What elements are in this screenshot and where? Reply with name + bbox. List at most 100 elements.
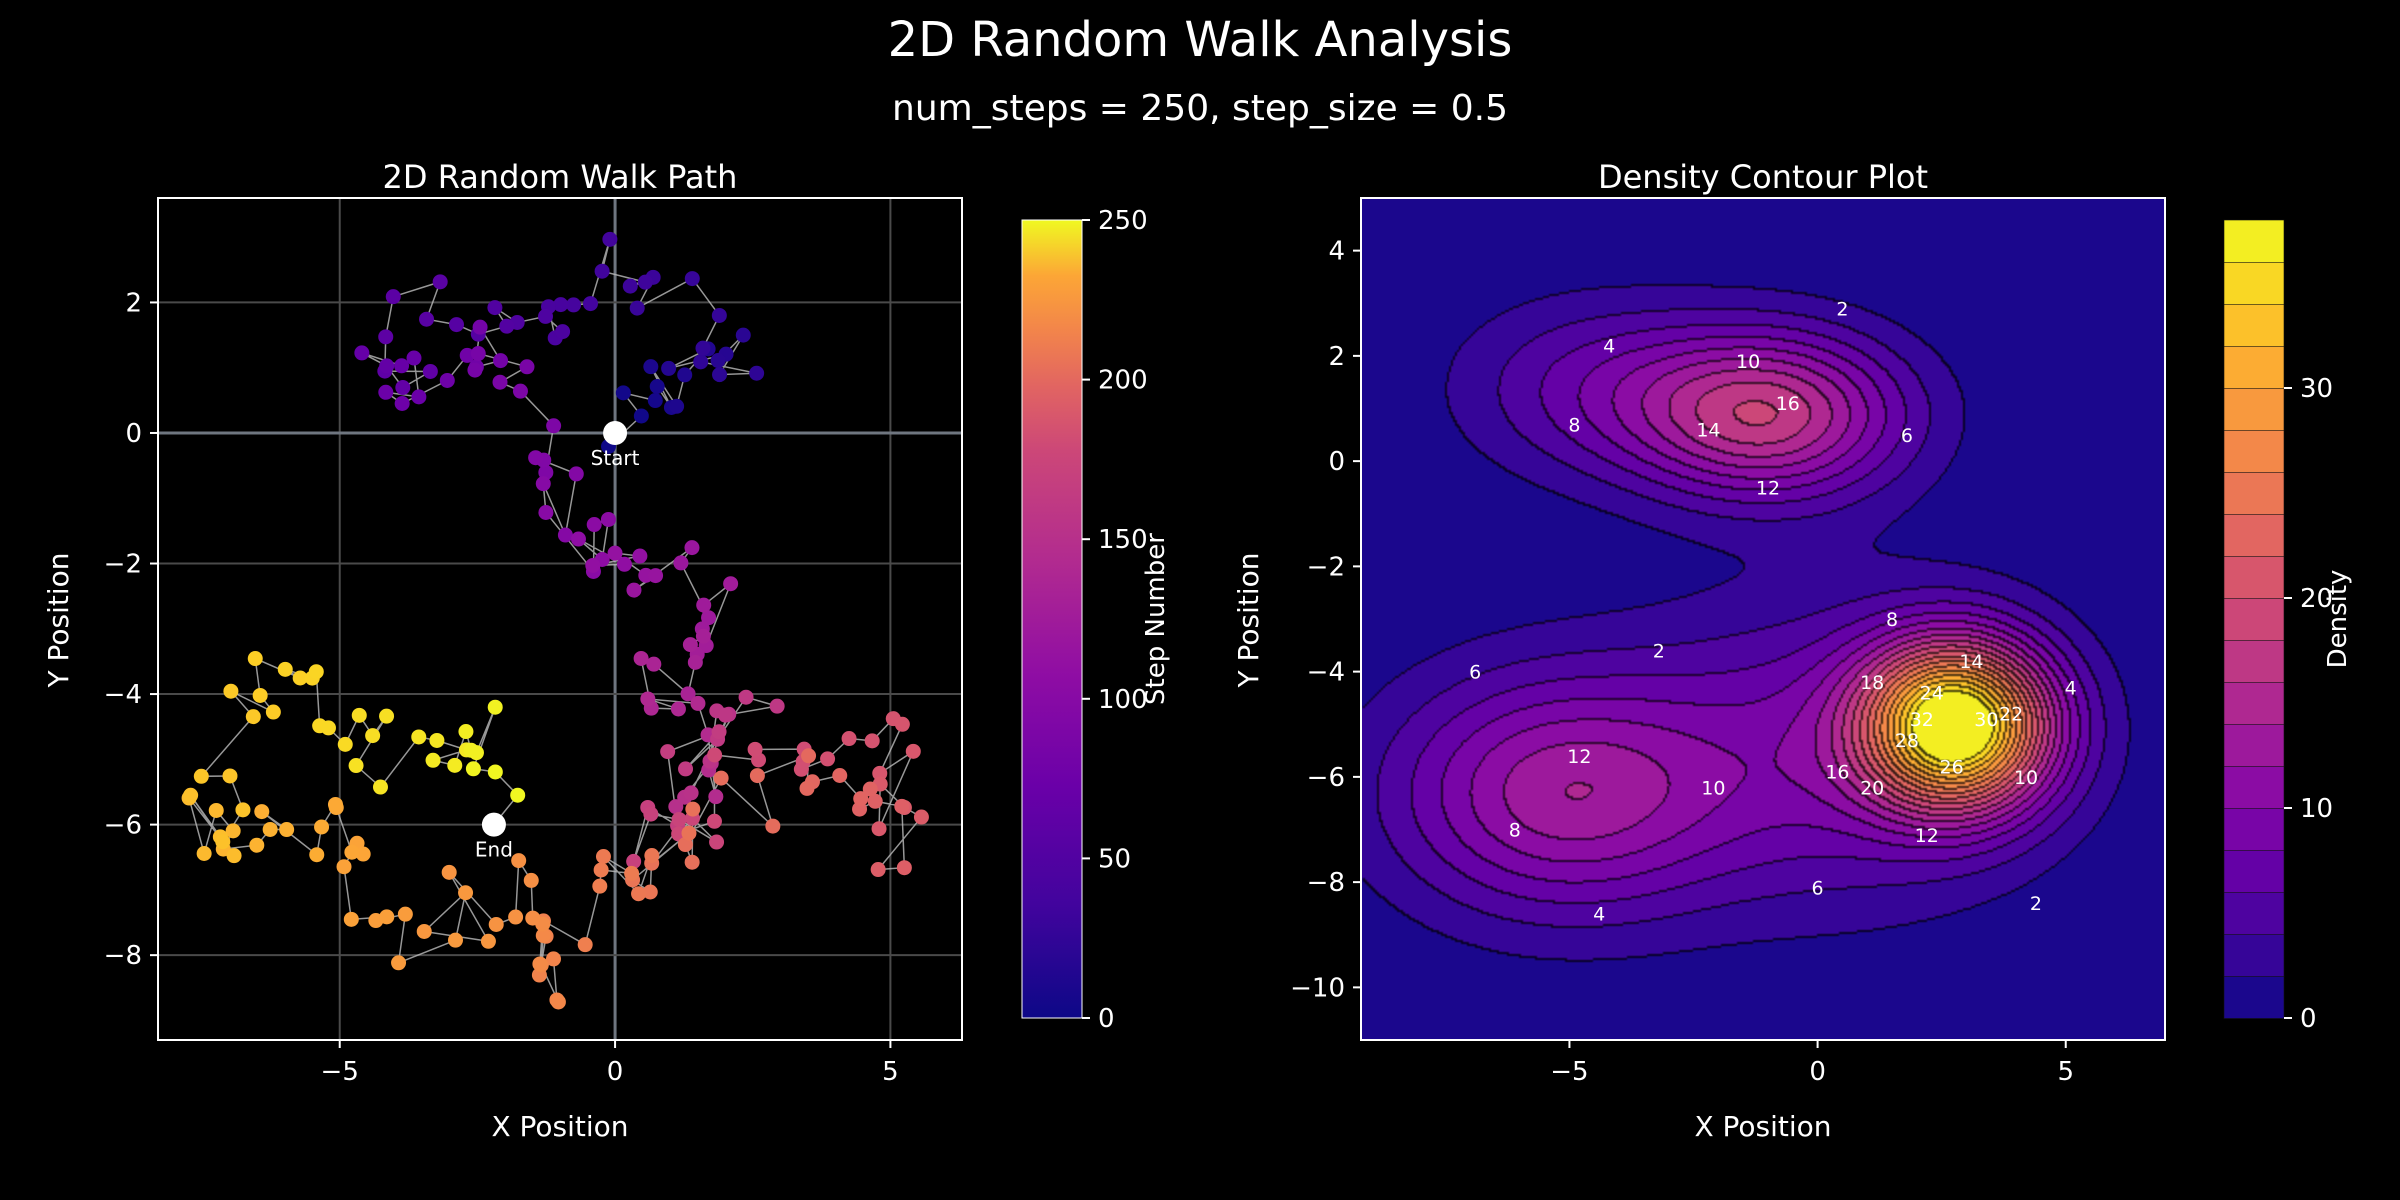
walk-step-point [538, 308, 554, 324]
walk-path-ytick-label: −2 [104, 550, 142, 580]
walk-step-point [615, 385, 631, 401]
walk-step-point [470, 346, 486, 362]
walk-step-point [717, 707, 733, 723]
walk-step-point [793, 761, 809, 777]
walk-step-point [640, 691, 656, 707]
density-colorbar-label: Density [2323, 570, 2353, 669]
contour-label: 8 [1886, 609, 1898, 631]
walk-step-point [595, 849, 611, 865]
walk-step-point [568, 466, 584, 482]
walk-step-point [749, 365, 765, 381]
walk-step-point [616, 556, 632, 572]
density-colorbar-segment [2223, 933, 2285, 977]
walk-step-point [678, 761, 694, 777]
contour-label: 6 [1469, 662, 1481, 684]
density-colorbar-segment [2223, 513, 2285, 557]
density-ytick-label: −2 [1307, 552, 1345, 582]
walk-step-point [535, 476, 551, 492]
density-title: Density Contour Plot [1598, 158, 1928, 196]
walk-step-point [183, 787, 199, 803]
walk-step-point [235, 802, 251, 818]
contour-label: 4 [1603, 335, 1615, 357]
walk-step-point [586, 517, 602, 533]
density-xtick-label: 5 [2057, 1057, 2074, 1087]
density-contour-fill [1361, 198, 2165, 1040]
walk-step-point [566, 297, 582, 313]
walk-step-point [695, 340, 711, 356]
walk-step-point [487, 300, 503, 316]
walk-step-point [538, 505, 554, 521]
step-colorbar-tick-label: 250 [1098, 206, 1148, 236]
end-marker [481, 812, 506, 837]
walk-path-ytick-label: 2 [125, 288, 142, 318]
walk-step-point [695, 628, 711, 644]
walk-step-point [245, 709, 261, 725]
contour-label: 24 [1920, 683, 1944, 705]
walk-step-point [871, 821, 887, 837]
walk-path-xlabel: X Position [491, 1110, 628, 1143]
contour-label: 8 [1568, 414, 1580, 436]
walk-step-point [693, 354, 709, 370]
density-ytick-label: −10 [1290, 973, 1345, 1003]
step-colorbar [1021, 219, 1083, 1019]
walk-path-xtick-label: 5 [882, 1057, 899, 1087]
step-colorbar-tick-label: 100 [1098, 685, 1148, 715]
walk-step-point [355, 846, 371, 862]
walk-step-point [196, 845, 212, 861]
contour-label: 18 [1860, 672, 1884, 694]
walk-step-point [706, 813, 722, 829]
walk-step-point [629, 300, 645, 316]
walk-step-point [425, 752, 441, 768]
walk-step-point [649, 379, 665, 395]
walk-step-point [673, 555, 689, 571]
walk-step-point [765, 818, 781, 834]
walk-step-point [447, 757, 463, 773]
contour-label: 10 [1701, 777, 1725, 799]
walk-step-point [348, 758, 364, 774]
contour-label: 6 [1812, 877, 1824, 899]
density-colorbar-segment [2223, 261, 2285, 305]
walk-step-point [225, 823, 241, 839]
density-xtick-label: −5 [1550, 1057, 1588, 1087]
walk-step-point [677, 837, 693, 853]
walk-step-point [394, 395, 410, 411]
walk-step-point [510, 787, 526, 803]
density-colorbar-segment [2223, 471, 2285, 515]
density-colorbar-segment [2223, 555, 2285, 599]
density-ytick-label: −4 [1307, 658, 1345, 688]
walk-step-point [441, 864, 457, 880]
density-colorbar-tick-label: 0 [2300, 1004, 2317, 1034]
walk-step-point [411, 729, 427, 745]
walk-step-point [247, 651, 263, 667]
walk-step-point [555, 324, 571, 340]
walk-step-point [487, 699, 503, 715]
walk-step-point [749, 768, 765, 784]
walk-step-point [738, 689, 754, 705]
walk-step-point [372, 779, 388, 795]
walk-step-point [646, 656, 662, 672]
walk-step-point [354, 345, 370, 361]
walk-step-point [894, 798, 910, 814]
density-colorbar-tick-label: 10 [2300, 794, 2333, 824]
walk-step-point [447, 932, 463, 948]
contour-label: 12 [1567, 746, 1591, 768]
walk-step-point [632, 548, 648, 564]
contour-label: 4 [1593, 904, 1605, 926]
walk-path-title: 2D Random Walk Path [383, 158, 738, 196]
density-colorbar-segment [2223, 807, 2285, 851]
contour-label: 32 [1910, 709, 1934, 731]
density-colorbar-segment [2223, 765, 2285, 809]
walk-step-point [723, 576, 739, 592]
walk-step-point [593, 862, 609, 878]
step-colorbar-ticks: 0 50 100 150 200 250 [1082, 206, 1148, 1034]
density-colorbar-tick-label: 30 [2300, 374, 2333, 404]
figure-title: 2D Random Walk Analysis [888, 12, 1513, 68]
walk-step-point [508, 909, 524, 925]
density-colorbar-ticks: 0 10 20 30 [2284, 374, 2333, 1034]
walk-step-point [249, 837, 265, 853]
walk-step-point [550, 994, 566, 1010]
walk-step-point [594, 263, 610, 279]
walk-step-point [254, 804, 270, 820]
walk-step-point [862, 781, 878, 797]
